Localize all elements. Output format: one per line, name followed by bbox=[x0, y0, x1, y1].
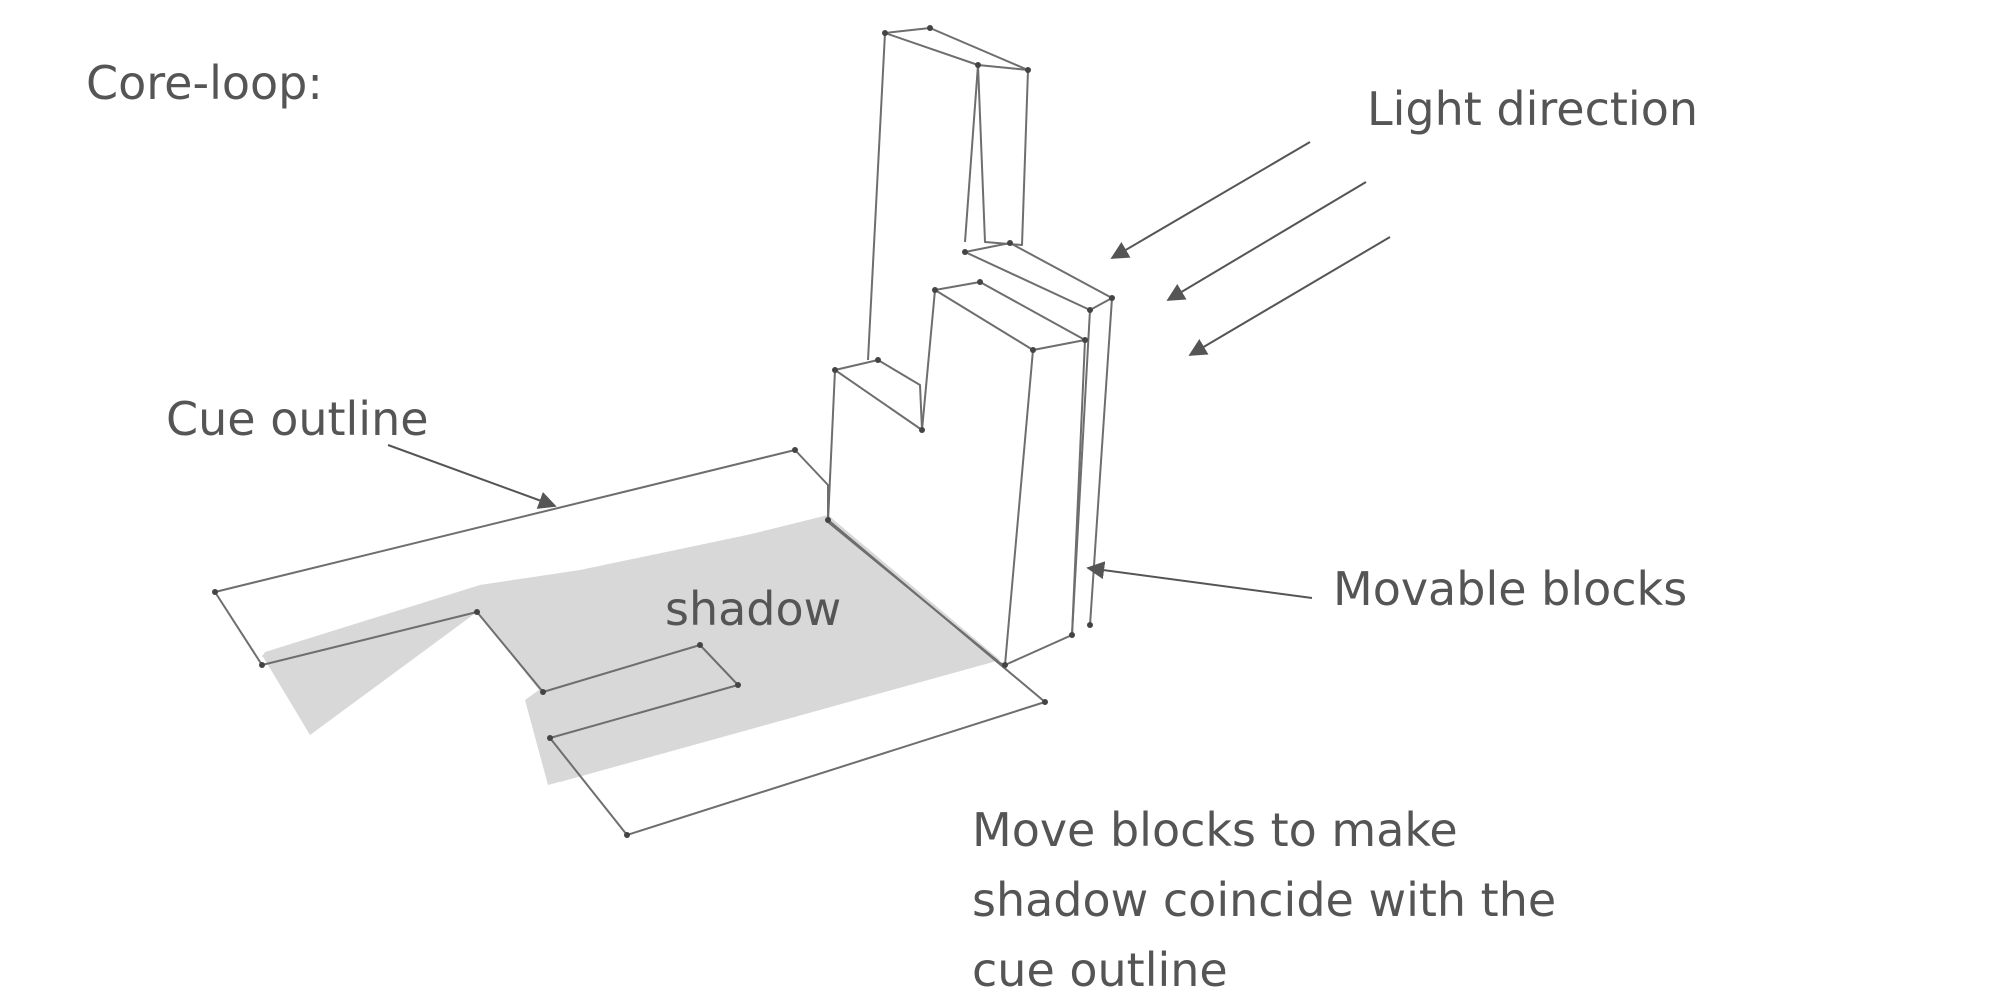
light-direction-arrows bbox=[1110, 141, 1391, 356]
step-block bbox=[964, 242, 1113, 311]
middle-block bbox=[934, 281, 1086, 351]
light-arrow-1 bbox=[1110, 141, 1311, 259]
movable-blocks bbox=[827, 27, 1113, 666]
light-arrow-3 bbox=[1188, 236, 1391, 356]
tall-block bbox=[884, 27, 1029, 246]
shadow-label: shadow bbox=[665, 582, 842, 636]
instruction-caption: Move blocks to make shadow coincide with… bbox=[972, 803, 1557, 997]
shadow-region-main bbox=[262, 515, 1000, 782]
vertex-dots bbox=[212, 25, 1115, 838]
light-direction-label: Light direction bbox=[1367, 82, 1699, 136]
movable-blocks-arrow bbox=[1086, 561, 1313, 599]
light-arrow-2 bbox=[1166, 181, 1367, 301]
cue-outline-arrow bbox=[387, 444, 557, 509]
cue-outline-label: Cue outline bbox=[166, 392, 429, 446]
movable-blocks-label: Movable blocks bbox=[1333, 562, 1688, 616]
page-title: Core-loop: bbox=[86, 56, 323, 110]
front-block bbox=[834, 359, 923, 431]
